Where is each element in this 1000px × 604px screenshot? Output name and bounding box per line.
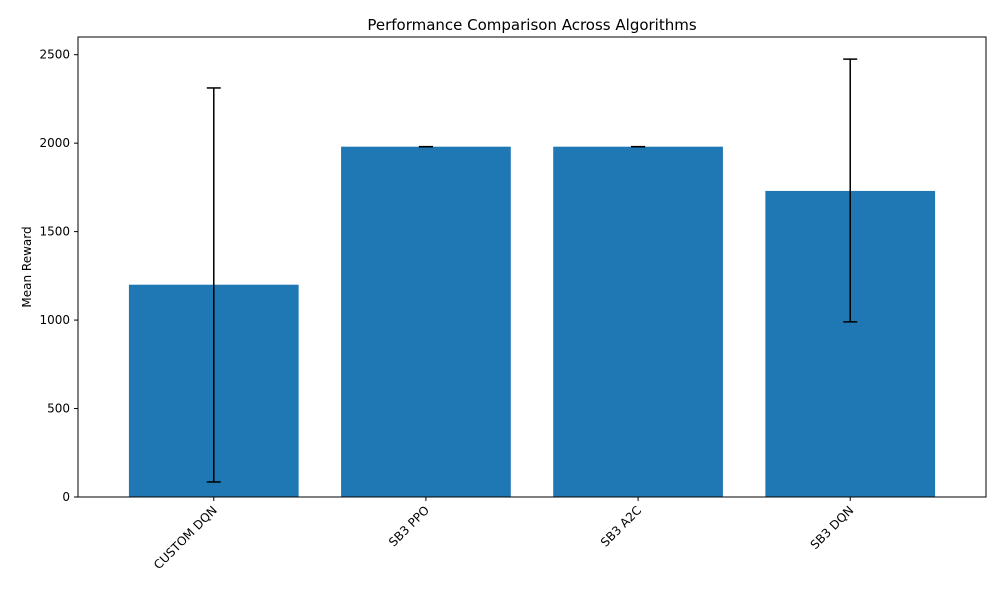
- y-tick-label: 500: [47, 402, 70, 416]
- x-tick-label: SB3 DQN: [808, 503, 857, 552]
- y-tick-label: 1500: [39, 225, 70, 239]
- x-axis: CUSTOM DQN SB3 PPO SB3 A2C SB3 DQN: [151, 497, 856, 572]
- y-tick-label: 2500: [39, 48, 70, 62]
- bar: [553, 146, 723, 497]
- x-tick-label: CUSTOM DQN: [151, 503, 220, 572]
- plot-frame: [77, 36, 987, 498]
- chart-title: Performance Comparison Across Algorithms: [367, 16, 697, 34]
- y-axis: 0 500 1000 1500 2000 2500: [39, 48, 78, 504]
- y-tick-label: 0: [62, 490, 70, 504]
- x-tick-label: SB3 A2C: [598, 503, 644, 549]
- bars-layer: [128, 146, 936, 497]
- y-tick-label: 2000: [39, 136, 70, 150]
- y-tick-label: 1000: [39, 313, 70, 327]
- error-bars-layer: [206, 58, 858, 483]
- y-axis-label: Mean Reward: [20, 226, 34, 307]
- x-tick-label: SB3 PPO: [386, 503, 432, 549]
- bar: [341, 146, 511, 497]
